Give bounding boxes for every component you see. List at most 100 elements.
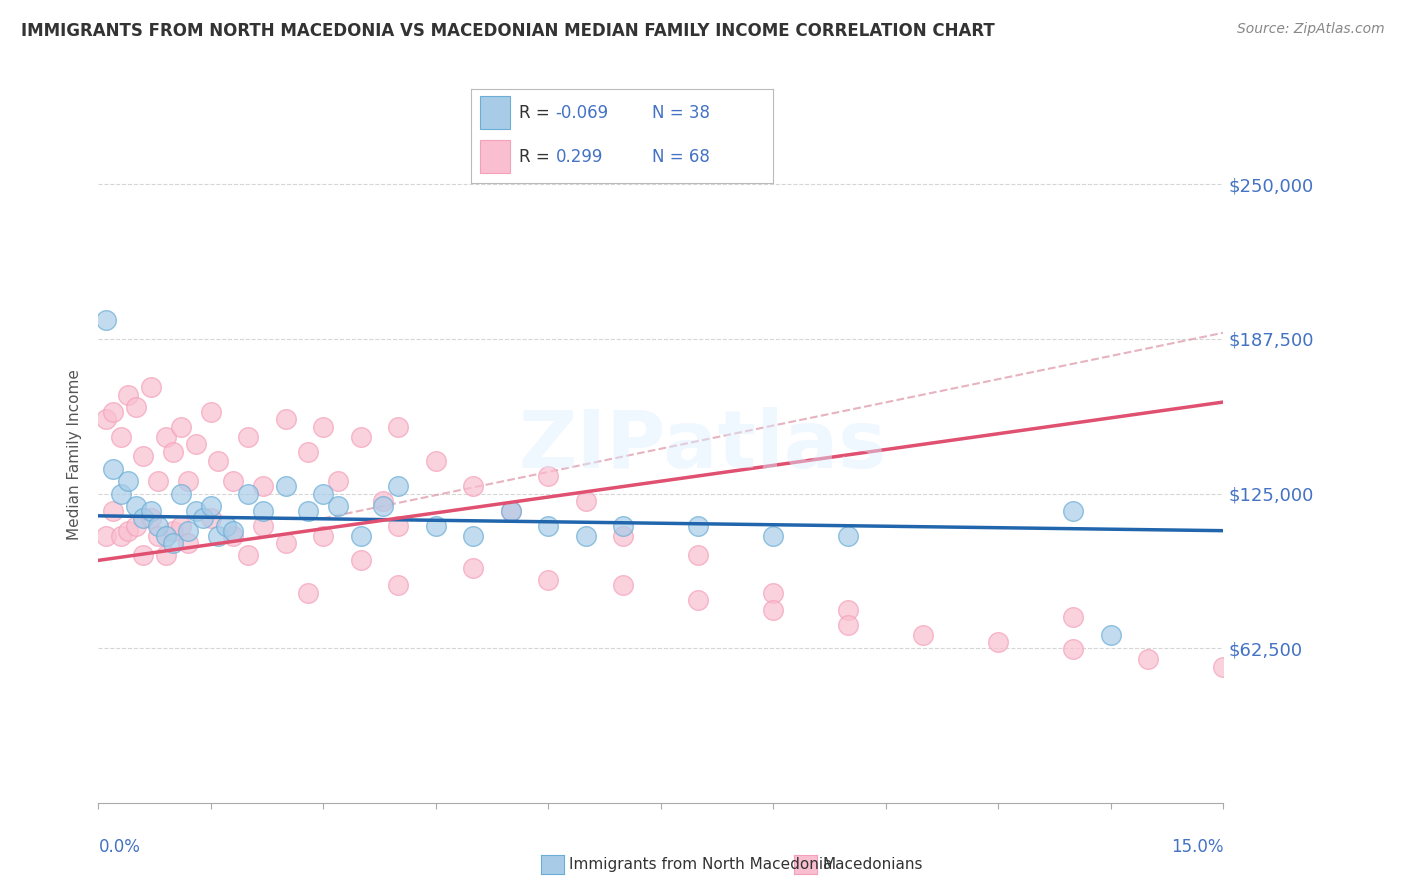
Point bbox=[312, 419, 335, 434]
Point bbox=[252, 479, 274, 493]
Point bbox=[1212, 659, 1234, 673]
Point bbox=[387, 578, 409, 592]
Point bbox=[238, 486, 260, 500]
Point bbox=[184, 504, 207, 518]
Point bbox=[139, 511, 162, 525]
Point bbox=[155, 528, 177, 542]
Point bbox=[612, 578, 634, 592]
Point bbox=[200, 499, 222, 513]
Text: Immigrants from North Macedonia: Immigrants from North Macedonia bbox=[569, 857, 832, 871]
Point bbox=[373, 494, 395, 508]
Point bbox=[162, 536, 184, 550]
Text: 15.0%: 15.0% bbox=[1171, 838, 1223, 856]
Bar bbox=[479, 140, 510, 173]
Point bbox=[125, 499, 148, 513]
Point bbox=[94, 412, 117, 426]
Point bbox=[373, 499, 395, 513]
Point bbox=[200, 511, 222, 525]
Text: ZIPatlas: ZIPatlas bbox=[519, 407, 887, 485]
Point bbox=[139, 504, 162, 518]
Point bbox=[425, 454, 447, 468]
Bar bbox=[479, 95, 510, 129]
Point bbox=[94, 528, 117, 542]
Point bbox=[252, 504, 274, 518]
Point bbox=[132, 450, 155, 464]
Point bbox=[148, 474, 170, 488]
Point bbox=[110, 528, 132, 542]
Point bbox=[837, 617, 859, 632]
Point bbox=[688, 549, 710, 563]
Text: Macedonians: Macedonians bbox=[823, 857, 922, 871]
Point bbox=[297, 504, 319, 518]
Point bbox=[537, 469, 560, 483]
Text: N = 68: N = 68 bbox=[652, 148, 710, 166]
Point bbox=[193, 511, 215, 525]
Point bbox=[222, 524, 245, 538]
Point bbox=[148, 518, 170, 533]
Point bbox=[762, 585, 785, 599]
Point bbox=[177, 536, 200, 550]
Point bbox=[222, 474, 245, 488]
Point bbox=[837, 603, 859, 617]
Point bbox=[912, 627, 935, 641]
Point bbox=[139, 380, 162, 394]
Point bbox=[387, 479, 409, 493]
Point bbox=[94, 313, 117, 327]
Point bbox=[312, 528, 335, 542]
Point bbox=[837, 528, 859, 542]
Point bbox=[117, 474, 139, 488]
Point bbox=[575, 528, 598, 542]
Point bbox=[274, 412, 297, 426]
Point bbox=[110, 486, 132, 500]
Point bbox=[499, 504, 522, 518]
Point bbox=[125, 518, 148, 533]
Point bbox=[297, 444, 319, 458]
Point bbox=[103, 405, 125, 419]
Point bbox=[387, 518, 409, 533]
Text: R =: R = bbox=[519, 148, 555, 166]
Point bbox=[688, 593, 710, 607]
Point bbox=[1137, 652, 1160, 666]
Point bbox=[170, 518, 193, 533]
Point bbox=[155, 549, 177, 563]
Point bbox=[463, 528, 485, 542]
Point bbox=[1062, 610, 1084, 624]
Point bbox=[328, 499, 350, 513]
Point bbox=[125, 400, 148, 414]
Point bbox=[350, 553, 373, 567]
Point bbox=[274, 479, 297, 493]
Point bbox=[1099, 627, 1122, 641]
Point bbox=[117, 524, 139, 538]
Point bbox=[762, 528, 785, 542]
Point bbox=[274, 536, 297, 550]
Point bbox=[987, 635, 1010, 649]
Point bbox=[688, 518, 710, 533]
Point bbox=[117, 387, 139, 401]
Point bbox=[387, 419, 409, 434]
Point bbox=[612, 528, 634, 542]
Text: Source: ZipAtlas.com: Source: ZipAtlas.com bbox=[1237, 22, 1385, 37]
Point bbox=[207, 528, 229, 542]
Point bbox=[1062, 504, 1084, 518]
Point bbox=[612, 518, 634, 533]
Point bbox=[537, 573, 560, 587]
Text: 0.299: 0.299 bbox=[555, 148, 603, 166]
Point bbox=[184, 437, 207, 451]
Text: 0.0%: 0.0% bbox=[98, 838, 141, 856]
Point bbox=[177, 524, 200, 538]
Point bbox=[148, 528, 170, 542]
Point bbox=[103, 504, 125, 518]
Point bbox=[162, 444, 184, 458]
Point bbox=[170, 419, 193, 434]
Point bbox=[238, 549, 260, 563]
Point bbox=[222, 528, 245, 542]
Point bbox=[252, 518, 274, 533]
Y-axis label: Median Family Income: Median Family Income bbox=[67, 369, 83, 541]
Text: IMMIGRANTS FROM NORTH MACEDONIA VS MACEDONIAN MEDIAN FAMILY INCOME CORRELATION C: IMMIGRANTS FROM NORTH MACEDONIA VS MACED… bbox=[21, 22, 995, 40]
Point bbox=[425, 518, 447, 533]
Point bbox=[463, 479, 485, 493]
Point bbox=[170, 486, 193, 500]
Point bbox=[1062, 642, 1084, 657]
Text: R =: R = bbox=[519, 103, 555, 121]
Point bbox=[463, 561, 485, 575]
